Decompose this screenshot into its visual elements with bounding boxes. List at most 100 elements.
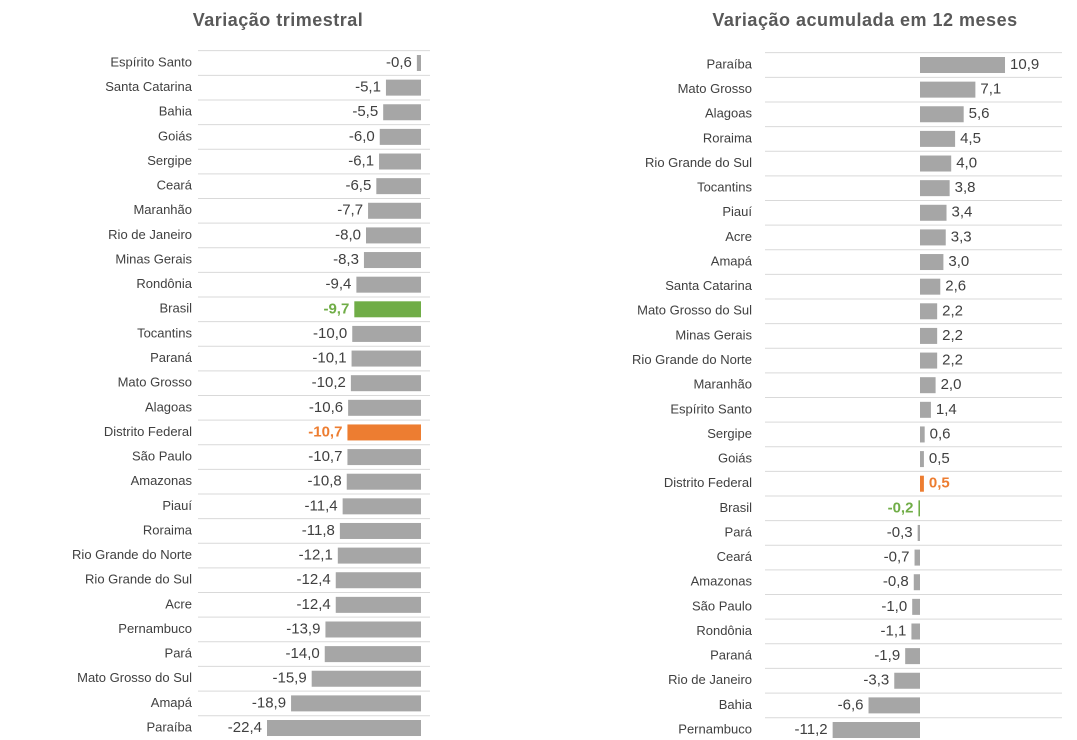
value-label: 7,1 <box>980 81 1001 98</box>
value-label: 10,9 <box>1010 56 1039 73</box>
category-label: Mato Grosso <box>678 81 752 96</box>
bar <box>383 104 421 121</box>
category-label: Goiás <box>718 451 752 466</box>
category-label: Rio de Janeiro <box>108 227 192 242</box>
bar <box>356 276 421 293</box>
value-label: -10,1 <box>312 350 346 367</box>
bar <box>337 547 421 564</box>
bar <box>335 572 421 589</box>
value-label: -12,1 <box>299 547 333 564</box>
value-label: -6,5 <box>345 177 371 194</box>
category-label: Acre <box>165 596 192 611</box>
value-label: 3,8 <box>955 179 976 196</box>
value-label: -1,1 <box>881 622 907 639</box>
value-label: -0,6 <box>386 54 412 71</box>
category-label: Rondônia <box>136 276 192 291</box>
category-label: Tocantins <box>697 180 752 195</box>
bar <box>347 449 421 466</box>
category-label: Pernambuco <box>678 721 752 736</box>
category-label: Mato Grosso do Sul <box>77 670 192 685</box>
value-label: 5,6 <box>969 105 990 122</box>
bar <box>920 303 938 320</box>
category-label: Goiás <box>158 128 192 143</box>
category-label: Rio Grande do Sul <box>85 572 192 587</box>
bar <box>920 130 956 147</box>
value-label: 1,4 <box>936 401 957 418</box>
bar <box>348 399 421 416</box>
category-label: Minas Gerais <box>115 251 192 266</box>
value-label: -12,4 <box>297 596 331 613</box>
bar <box>311 670 421 687</box>
category-label: Rio de Janeiro <box>668 672 752 687</box>
bar <box>366 227 421 244</box>
bar <box>351 350 421 367</box>
value-label: -10,7 <box>308 448 342 465</box>
bar <box>912 598 920 615</box>
category-label: Acre <box>725 229 752 244</box>
category-label: Alagoas <box>145 399 192 414</box>
bar <box>342 498 421 515</box>
value-label: -9,7 <box>323 300 349 317</box>
category-label: Roraima <box>143 522 193 537</box>
category-label: Roraima <box>703 130 753 145</box>
category-label: Sergipe <box>707 426 752 441</box>
category-label: Sergipe <box>147 153 192 168</box>
category-label: Paraná <box>710 648 753 663</box>
category-label: Rio Grande do Norte <box>632 352 752 367</box>
bar <box>416 55 421 71</box>
bar <box>920 278 941 295</box>
category-label: Tocantins <box>137 325 192 340</box>
bar <box>920 81 976 98</box>
category-label: Santa Catarina <box>105 79 192 94</box>
value-label: 0,5 <box>929 450 950 467</box>
value-label: 0,5 <box>929 475 950 492</box>
bar <box>832 722 920 739</box>
bar <box>920 229 946 246</box>
bar <box>346 473 421 490</box>
value-label: -0,2 <box>888 499 914 516</box>
category-label: Rio Grande do Sul <box>645 155 752 170</box>
category-label: Amapá <box>711 253 753 268</box>
category-label: Rio Grande do Norte <box>72 547 192 562</box>
category-label: Distrito Federal <box>664 475 752 490</box>
category-label: Rondônia <box>696 623 752 638</box>
category-label: Brasil <box>159 301 192 316</box>
bar <box>335 596 421 613</box>
bar <box>324 646 421 663</box>
value-label: 2,2 <box>942 302 963 319</box>
bar <box>920 327 938 344</box>
bar <box>376 178 421 195</box>
bar <box>347 424 421 441</box>
category-label: Distrito Federal <box>104 424 192 439</box>
value-label: -11,2 <box>795 721 828 738</box>
category-label: Santa Catarina <box>665 278 752 293</box>
bar <box>379 128 421 145</box>
bar <box>918 500 920 517</box>
category-label: Brasil <box>719 500 752 515</box>
category-label: Piauí <box>162 498 192 513</box>
bar <box>913 574 920 591</box>
value-label: -10,7 <box>308 423 342 440</box>
bar <box>920 180 950 197</box>
bar <box>920 451 924 468</box>
value-label: -6,6 <box>838 696 864 713</box>
category-label: Pará <box>725 524 753 539</box>
bar <box>920 204 947 221</box>
bar <box>920 254 944 271</box>
value-label: -8,3 <box>333 251 359 268</box>
category-label: Bahia <box>159 104 193 119</box>
category-label: Bahia <box>719 697 753 712</box>
value-label: 2,2 <box>942 327 963 344</box>
bar <box>920 155 952 172</box>
value-label: -5,5 <box>352 103 378 120</box>
category-label: Mato Grosso do Sul <box>637 303 752 318</box>
category-label: Amazonas <box>691 574 753 589</box>
bar <box>363 252 421 269</box>
bar <box>911 623 920 640</box>
category-label: Paraíba <box>146 719 192 734</box>
category-label: Mato Grosso <box>118 375 192 390</box>
value-label: -3,3 <box>863 672 889 689</box>
category-label: Minas Gerais <box>675 327 752 342</box>
value-label: 2,6 <box>945 278 966 295</box>
